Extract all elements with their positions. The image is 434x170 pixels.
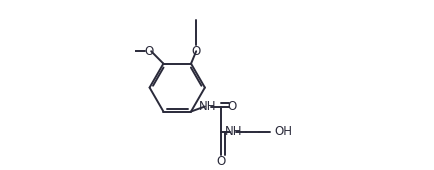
- Text: O: O: [191, 45, 201, 58]
- Text: O: O: [144, 45, 153, 58]
- Text: NH: NH: [199, 100, 216, 113]
- Text: NH: NH: [224, 125, 241, 138]
- Text: OH: OH: [274, 125, 292, 138]
- Text: O: O: [227, 100, 236, 113]
- Text: O: O: [216, 155, 226, 168]
